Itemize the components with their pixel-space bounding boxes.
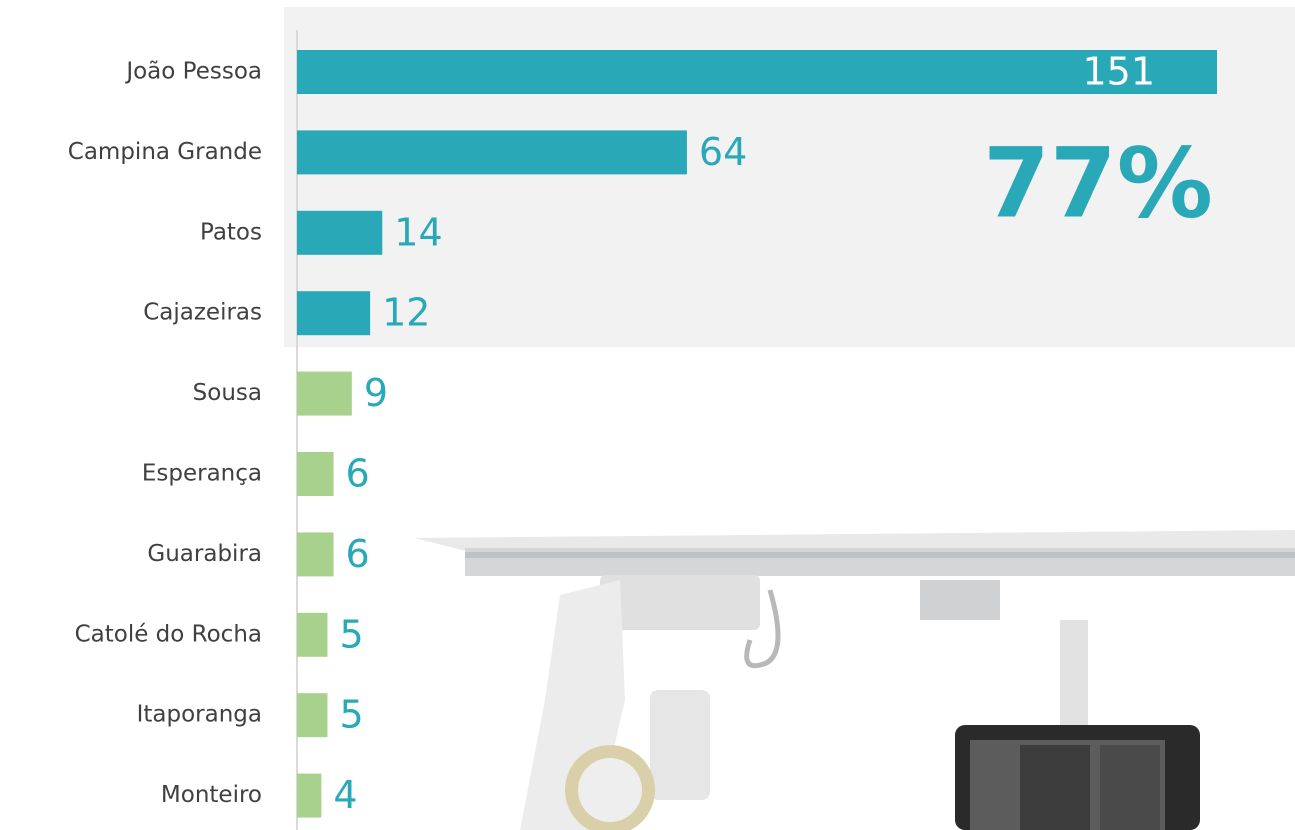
bar <box>297 130 687 175</box>
value-label: 6 <box>346 452 370 496</box>
bar <box>297 210 383 255</box>
category-label: João Pessoa <box>124 59 262 85</box>
category-label: Catolé do Rocha <box>75 621 262 647</box>
bar <box>297 371 352 416</box>
category-label: Monteiro <box>161 782 262 808</box>
bar <box>297 452 334 496</box>
bar <box>297 773 322 818</box>
value-label: 9 <box>364 371 388 415</box>
value-label: 6 <box>346 532 370 576</box>
bar <box>297 291 371 336</box>
value-label: 5 <box>339 693 363 737</box>
category-label: Campina Grande <box>68 139 262 165</box>
value-label: 4 <box>333 773 357 817</box>
category-label: Cajazeiras <box>143 300 262 326</box>
category-label: Guarabira <box>147 541 262 567</box>
category-label: Esperança <box>142 461 262 487</box>
value-label: 14 <box>394 210 442 254</box>
category-label: Patos <box>200 219 262 245</box>
bar <box>297 612 328 657</box>
bar <box>297 50 1217 94</box>
value-label: 151 <box>1082 50 1155 94</box>
value-label: 5 <box>339 612 363 656</box>
equipment-illustration <box>415 530 1295 830</box>
annotation: 77% <box>983 127 1213 239</box>
category-label: Sousa <box>193 380 262 406</box>
category-label: Itaporanga <box>137 702 262 728</box>
bar <box>297 532 334 577</box>
value-label: 64 <box>699 130 747 174</box>
bar <box>297 693 328 738</box>
value-label: 12 <box>382 291 430 335</box>
